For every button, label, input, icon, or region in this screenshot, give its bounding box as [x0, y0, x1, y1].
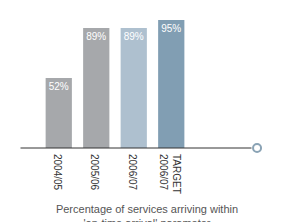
svg-text:95%: 95% [161, 23, 181, 34]
svg-text:89%: 89% [124, 31, 144, 42]
svg-text:2005/06: 2005/06 [89, 154, 100, 191]
svg-text:2006/07: 2006/07 [127, 154, 138, 191]
svg-text:2004/05: 2004/05 [52, 154, 63, 191]
svg-text:89%: 89% [86, 31, 106, 42]
svg-text:TARGET2006/07: TARGET2006/07 [158, 154, 182, 194]
svg-text:Percentage of services arrivin: Percentage of services arriving within'o… [56, 203, 238, 222]
svg-text:52%: 52% [49, 81, 69, 92]
